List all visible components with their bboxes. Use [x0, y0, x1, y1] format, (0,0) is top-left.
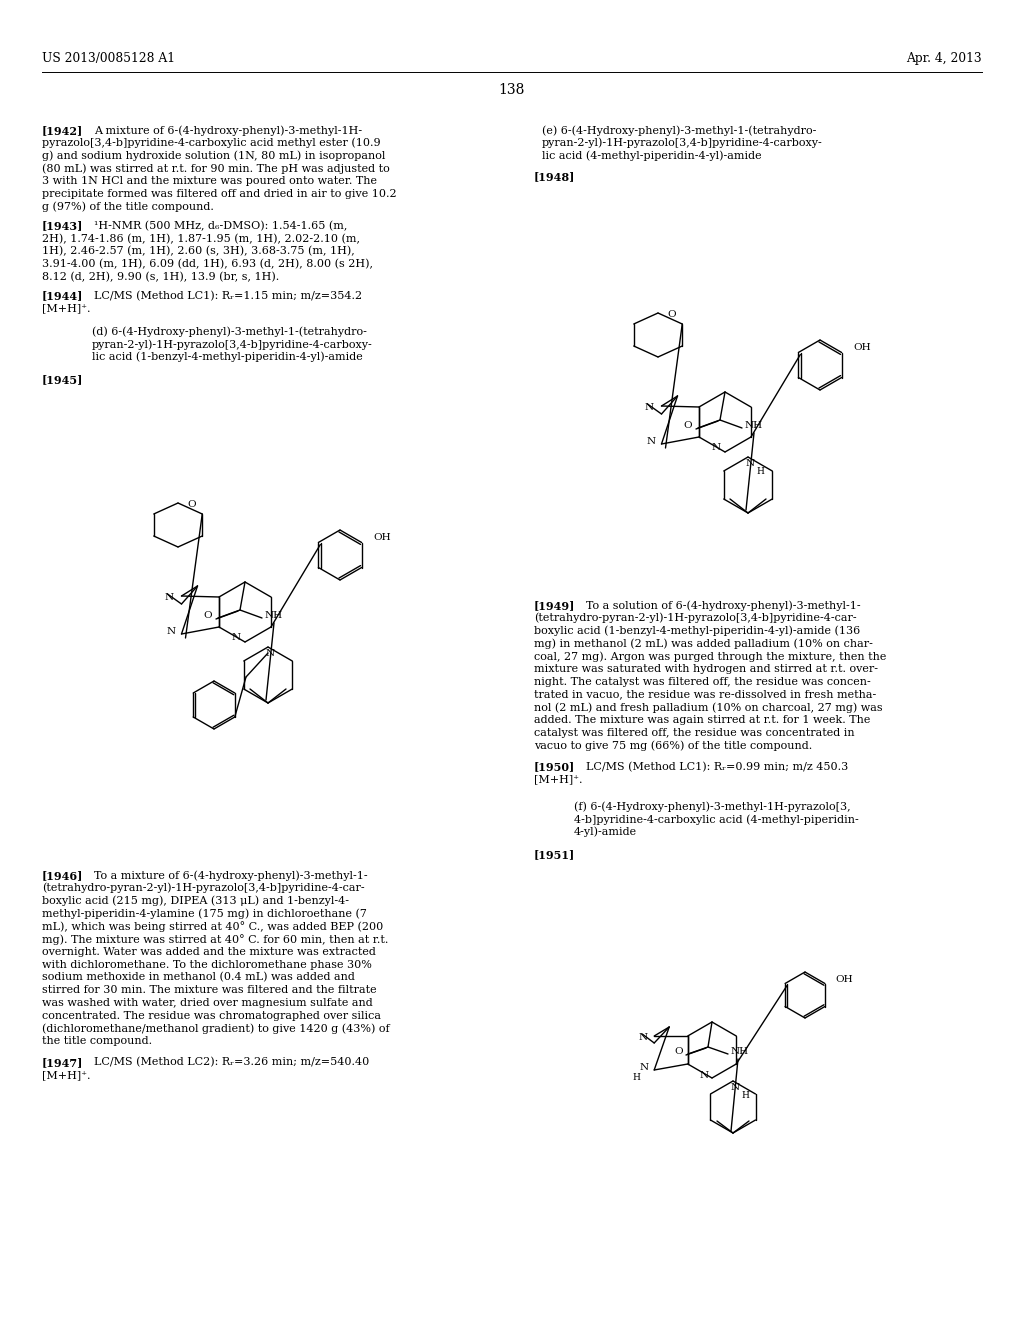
- Text: coal, 27 mg). Argon was purged through the mixture, then the: coal, 27 mg). Argon was purged through t…: [534, 651, 887, 661]
- Text: [1946]: [1946]: [42, 870, 83, 880]
- Text: mg). The mixture was stirred at 40° C. for 60 min, then at r.t.: mg). The mixture was stirred at 40° C. f…: [42, 935, 388, 945]
- Text: 4-yl)-amide: 4-yl)-amide: [574, 826, 637, 837]
- Text: US 2013/0085128 A1: US 2013/0085128 A1: [42, 51, 175, 65]
- Text: night. The catalyst was filtered off, the residue was concen-: night. The catalyst was filtered off, th…: [534, 677, 870, 686]
- Text: [1944]: [1944]: [42, 290, 83, 301]
- Text: [1950]: [1950]: [534, 762, 575, 772]
- Text: 8.12 (d, 2H), 9.90 (s, 1H), 13.9 (br, s, 1H).: 8.12 (d, 2H), 9.90 (s, 1H), 13.9 (br, s,…: [42, 272, 280, 282]
- Text: mL), which was being stirred at 40° C., was added BEP (200: mL), which was being stirred at 40° C., …: [42, 921, 383, 932]
- Text: N: N: [645, 404, 654, 412]
- Text: with dichloromethane. To the dichloromethane phase 30%: with dichloromethane. To the dichloromet…: [42, 960, 372, 970]
- Text: To a solution of 6-(4-hydroxy-phenyl)-3-methyl-1-: To a solution of 6-(4-hydroxy-phenyl)-3-…: [586, 601, 860, 611]
- Text: added. The mixture was again stirred at r.t. for 1 week. The: added. The mixture was again stirred at …: [534, 715, 870, 725]
- Text: N: N: [712, 444, 721, 453]
- Text: To a mixture of 6-(4-hydroxy-phenyl)-3-methyl-1-: To a mixture of 6-(4-hydroxy-phenyl)-3-m…: [94, 870, 368, 880]
- Text: N: N: [699, 1071, 709, 1080]
- Text: OH: OH: [373, 532, 390, 541]
- Text: LC/MS (Method LC1): Rᵣ=0.99 min; m/z 450.3: LC/MS (Method LC1): Rᵣ=0.99 min; m/z 450…: [586, 762, 848, 772]
- Text: g (97%) of the title compound.: g (97%) of the title compound.: [42, 202, 214, 213]
- Text: A mixture of 6-(4-hydroxy-phenyl)-3-methyl-1H-: A mixture of 6-(4-hydroxy-phenyl)-3-meth…: [94, 125, 362, 136]
- Text: [1947]: [1947]: [42, 1057, 83, 1068]
- Text: O: O: [675, 1048, 683, 1056]
- Text: [1942]: [1942]: [42, 125, 83, 136]
- Text: overnight. Water was added and the mixture was extracted: overnight. Water was added and the mixtu…: [42, 946, 376, 957]
- Text: LC/MS (Method LC1): Rᵣ=1.15 min; m/z=354.2: LC/MS (Method LC1): Rᵣ=1.15 min; m/z=354…: [94, 290, 362, 301]
- Text: trated in vacuo, the residue was re-dissolved in fresh metha-: trated in vacuo, the residue was re-diss…: [534, 689, 877, 700]
- Text: the title compound.: the title compound.: [42, 1036, 153, 1047]
- Text: 3.91-4.00 (m, 1H), 6.09 (dd, 1H), 6.93 (d, 2H), 8.00 (s 2H),: 3.91-4.00 (m, 1H), 6.09 (dd, 1H), 6.93 (…: [42, 259, 373, 269]
- Text: N: N: [165, 594, 174, 602]
- Text: 138: 138: [499, 83, 525, 96]
- Text: nol (2 mL) and fresh palladium (10% on charcoal, 27 mg) was: nol (2 mL) and fresh palladium (10% on c…: [534, 702, 883, 713]
- Text: precipitate formed was filtered off and dried in air to give 10.2: precipitate formed was filtered off and …: [42, 189, 396, 199]
- Text: NH: NH: [265, 611, 283, 620]
- Text: N: N: [745, 459, 755, 469]
- Text: 4-b]pyridine-4-carboxylic acid (4-methyl-piperidin-: 4-b]pyridine-4-carboxylic acid (4-methyl…: [574, 814, 859, 825]
- Text: [1951]: [1951]: [534, 850, 575, 861]
- Text: N: N: [167, 627, 176, 636]
- Text: N: N: [231, 634, 241, 643]
- Text: N: N: [265, 649, 274, 657]
- Text: lic acid (4-methyl-piperidin-4-yl)-amide: lic acid (4-methyl-piperidin-4-yl)-amide: [542, 150, 762, 161]
- Text: N: N: [730, 1082, 739, 1092]
- Text: [1949]: [1949]: [534, 601, 575, 611]
- Text: boxylic acid (1-benzyl-4-methyl-piperidin-4-yl)-amide (136: boxylic acid (1-benzyl-4-methyl-piperidi…: [534, 626, 860, 636]
- Text: boxylic acid (215 mg), DIPEA (313 μL) and 1-benzyl-4-: boxylic acid (215 mg), DIPEA (313 μL) an…: [42, 895, 349, 906]
- Text: 2H), 1.74-1.86 (m, 1H), 1.87-1.95 (m, 1H), 2.02-2.10 (m,: 2H), 1.74-1.86 (m, 1H), 1.87-1.95 (m, 1H…: [42, 234, 360, 244]
- Text: was washed with water, dried over magnesium sulfate and: was washed with water, dried over magnes…: [42, 998, 373, 1008]
- Text: NH: NH: [745, 421, 763, 430]
- Text: [M+H]⁺.: [M+H]⁺.: [42, 304, 90, 313]
- Text: lic acid (1-benzyl-4-methyl-piperidin-4-yl)-amide: lic acid (1-benzyl-4-methyl-piperidin-4-…: [92, 352, 362, 363]
- Text: sodium methoxide in methanol (0.4 mL) was added and: sodium methoxide in methanol (0.4 mL) wa…: [42, 973, 355, 982]
- Text: [1943]: [1943]: [42, 220, 83, 231]
- Text: O: O: [684, 421, 692, 430]
- Text: mixture was saturated with hydrogen and stirred at r.t. over-: mixture was saturated with hydrogen and …: [534, 664, 878, 675]
- Text: O: O: [204, 611, 212, 620]
- Text: N: N: [639, 1034, 648, 1043]
- Text: pyran-2-yl)-1H-pyrazolo[3,4-b]pyridine-4-carboxy-: pyran-2-yl)-1H-pyrazolo[3,4-b]pyridine-4…: [92, 339, 373, 350]
- Text: N: N: [647, 437, 656, 446]
- Text: OH: OH: [853, 342, 870, 351]
- Text: concentrated. The residue was chromatographed over silica: concentrated. The residue was chromatogr…: [42, 1011, 381, 1020]
- Text: (f) 6-(4-Hydroxy-phenyl)-3-methyl-1H-pyrazolo[3,: (f) 6-(4-Hydroxy-phenyl)-3-methyl-1H-pyr…: [574, 801, 851, 812]
- Text: H: H: [756, 467, 764, 477]
- Text: mg) in methanol (2 mL) was added palladium (10% on char-: mg) in methanol (2 mL) was added palladi…: [534, 639, 872, 649]
- Text: O: O: [668, 310, 677, 319]
- Text: catalyst was filtered off, the residue was concentrated in: catalyst was filtered off, the residue w…: [534, 729, 855, 738]
- Text: vacuo to give 75 mg (66%) of the title compound.: vacuo to give 75 mg (66%) of the title c…: [534, 741, 812, 751]
- Text: [1948]: [1948]: [534, 172, 575, 182]
- Text: (80 mL) was stirred at r.t. for 90 min. The pH was adjusted to: (80 mL) was stirred at r.t. for 90 min. …: [42, 164, 390, 174]
- Text: [M+H]⁺.: [M+H]⁺.: [42, 1071, 90, 1080]
- Text: 3 with 1N HCl and the mixture was poured onto water. The: 3 with 1N HCl and the mixture was poured…: [42, 176, 377, 186]
- Text: (tetrahydro-pyran-2-yl)-1H-pyrazolo[3,4-b]pyridine-4-car-: (tetrahydro-pyran-2-yl)-1H-pyrazolo[3,4-…: [534, 612, 857, 623]
- Text: [1945]: [1945]: [42, 375, 83, 385]
- Text: [M+H]⁺.: [M+H]⁺.: [534, 775, 583, 784]
- Text: Apr. 4, 2013: Apr. 4, 2013: [906, 51, 982, 65]
- Text: (tetrahydro-pyran-2-yl)-1H-pyrazolo[3,4-b]pyridine-4-car-: (tetrahydro-pyran-2-yl)-1H-pyrazolo[3,4-…: [42, 883, 365, 894]
- Text: H: H: [741, 1092, 749, 1100]
- Text: OH: OH: [835, 974, 853, 983]
- Text: (dichloromethane/methanol gradient) to give 1420 g (43%) of: (dichloromethane/methanol gradient) to g…: [42, 1023, 389, 1034]
- Text: g) and sodium hydroxide solution (1N, 80 mL) in isopropanol: g) and sodium hydroxide solution (1N, 80…: [42, 150, 385, 161]
- Text: 1H), 2.46-2.57 (m, 1H), 2.60 (s, 3H), 3.68-3.75 (m, 1H),: 1H), 2.46-2.57 (m, 1H), 2.60 (s, 3H), 3.…: [42, 247, 354, 256]
- Text: N: N: [640, 1064, 649, 1072]
- Text: (d) 6-(4-Hydroxy-phenyl)-3-methyl-1-(tetrahydro-: (d) 6-(4-Hydroxy-phenyl)-3-methyl-1-(tet…: [92, 326, 367, 337]
- Text: NH: NH: [731, 1048, 750, 1056]
- Text: stirred for 30 min. The mixture was filtered and the filtrate: stirred for 30 min. The mixture was filt…: [42, 985, 377, 995]
- Text: LC/MS (Method LC2): Rᵣ=3.26 min; m/z=540.40: LC/MS (Method LC2): Rᵣ=3.26 min; m/z=540…: [94, 1057, 370, 1068]
- Text: methyl-piperidin-4-ylamine (175 mg) in dichloroethane (7: methyl-piperidin-4-ylamine (175 mg) in d…: [42, 908, 367, 919]
- Text: ¹H-NMR (500 MHz, d₆-DMSO): 1.54-1.65 (m,: ¹H-NMR (500 MHz, d₆-DMSO): 1.54-1.65 (m,: [94, 220, 347, 231]
- Text: H: H: [632, 1073, 640, 1082]
- Text: (e) 6-(4-Hydroxy-phenyl)-3-methyl-1-(tetrahydro-: (e) 6-(4-Hydroxy-phenyl)-3-methyl-1-(tet…: [542, 125, 816, 136]
- Text: pyrazolo[3,4-b]pyridine-4-carboxylic acid methyl ester (10.9: pyrazolo[3,4-b]pyridine-4-carboxylic aci…: [42, 137, 381, 148]
- Text: pyran-2-yl)-1H-pyrazolo[3,4-b]pyridine-4-carboxy-: pyran-2-yl)-1H-pyrazolo[3,4-b]pyridine-4…: [542, 137, 822, 148]
- Text: O: O: [187, 500, 197, 510]
